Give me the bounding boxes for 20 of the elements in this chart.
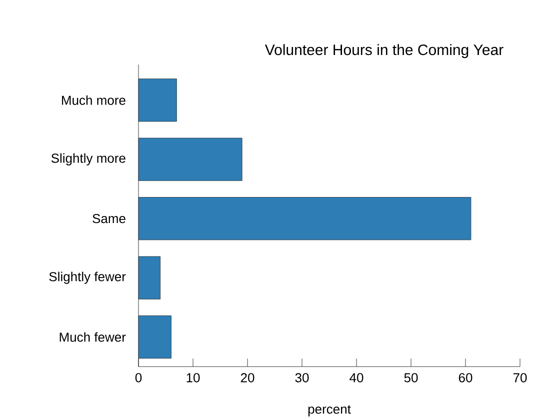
bar (138, 78, 177, 122)
x-tick-label: 70 (513, 373, 527, 382)
bar (138, 138, 242, 181)
y-tick-label: Much more (62, 95, 126, 105)
y-tick-label: Same (92, 214, 126, 224)
x-tick-label: 40 (350, 373, 364, 382)
y-tick-label: Slightly fewer (49, 272, 126, 284)
bar (138, 315, 172, 359)
x-tick-label: 20 (240, 373, 254, 382)
bar (138, 256, 160, 300)
x-axis-title: percent (308, 405, 351, 416)
x-tick-label: 0 (135, 373, 142, 382)
chart-title: Volunteer Hours in the Coming Year (264, 44, 504, 58)
y-tick-label: Slightly more (51, 153, 126, 166)
x-tick-label: 30 (295, 373, 309, 382)
x-tick-label: 10 (186, 373, 200, 382)
bar (138, 197, 472, 240)
x-tick-label: 50 (404, 373, 418, 382)
y-tick-label: Much fewer (60, 332, 126, 342)
x-tick-label: 60 (458, 373, 472, 382)
